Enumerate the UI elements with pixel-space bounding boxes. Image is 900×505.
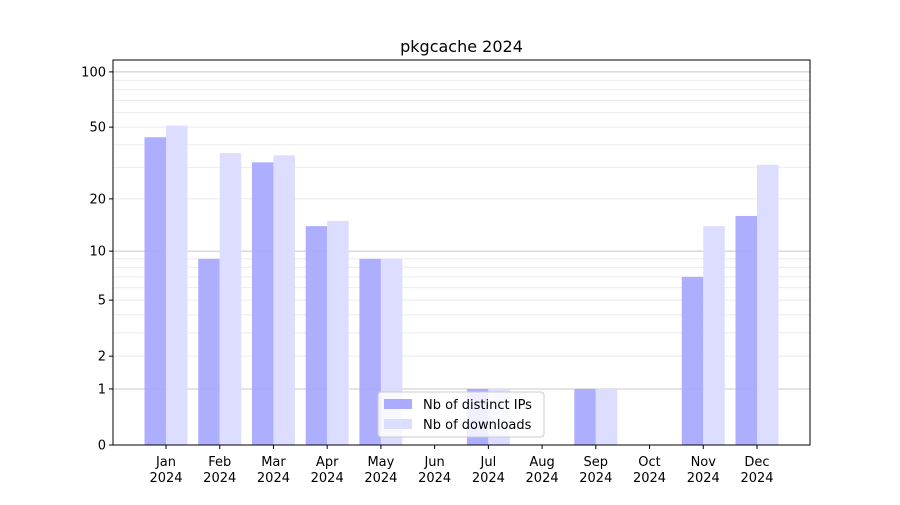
x-tick-label-line: 2024	[687, 471, 720, 486]
x-tick-label: Mar 2024	[257, 455, 290, 486]
x-tick-label: Jun 2024	[418, 455, 451, 486]
x-tick-label-line: 2024	[740, 471, 773, 486]
bar-downloads	[327, 220, 349, 445]
x-tick-label-line: 2024	[633, 471, 666, 486]
legend-swatch	[384, 419, 412, 429]
x-tick-label-line: 2024	[472, 471, 505, 486]
x-tick-label-line: Jun	[423, 455, 444, 470]
bar-downloads	[757, 164, 779, 445]
axes-frame	[112, 59, 811, 446]
y-axis: 0 1 2 5 10 20 50 100	[81, 65, 113, 454]
bar-distinct-ips	[574, 388, 596, 445]
x-tick-label: Jul 2024	[472, 455, 505, 486]
bar-distinct-ips	[305, 226, 328, 445]
x-tick-label: Nov 2024	[687, 455, 720, 486]
x-tick-label: Sep 2024	[579, 455, 612, 486]
bar-distinct-ips	[359, 258, 381, 445]
y-tick-label: 50	[89, 121, 106, 136]
legend-swatch	[384, 399, 412, 409]
bar-distinct-ips	[735, 215, 757, 445]
legend-label: Nb of downloads	[423, 418, 532, 433]
x-tick-label: Oct 2024	[633, 455, 666, 486]
x-tick-label-line: Mar	[261, 455, 286, 470]
bar-distinct-ips	[144, 137, 166, 446]
x-tick-label-line: Jan	[155, 455, 176, 470]
bar-distinct-ips	[251, 162, 274, 445]
x-tick-label: Jan 2024	[149, 455, 182, 486]
x-tick-label-line: Feb	[208, 455, 231, 470]
x-tick-label: May 2024	[364, 455, 397, 486]
x-tick-label-line: Apr	[316, 455, 339, 470]
bar-downloads	[219, 153, 242, 445]
y-tick-label: 0	[98, 439, 106, 454]
x-tick-label-line: 2024	[418, 471, 451, 486]
bar-downloads	[273, 155, 295, 445]
x-tick-label-line: 2024	[257, 471, 290, 486]
x-tick-label: Feb 2024	[203, 455, 236, 486]
y-tick-label: 5	[98, 294, 106, 309]
x-tick-label: Apr 2024	[311, 455, 344, 486]
x-tick-label-line: Jul	[480, 455, 497, 470]
bar-downloads	[166, 125, 188, 446]
x-tick-label: Aug 2024	[526, 455, 559, 486]
legend: Nb of distinct IPs Nb of downloads	[377, 391, 545, 438]
x-tick-label-line: Aug	[529, 455, 554, 470]
y-tick-label: 20	[89, 192, 106, 207]
x-tick-label-line: Dec	[744, 455, 769, 470]
x-tick-label-line: 2024	[526, 471, 559, 486]
bar-downloads	[703, 226, 725, 445]
legend-label: Nb of distinct IPs	[423, 398, 532, 413]
x-tick-label: Dec 2024	[740, 455, 773, 486]
y-tick-label: 2	[98, 350, 106, 365]
x-tick-label-line: 2024	[579, 471, 612, 486]
y-tick-label: 10	[89, 245, 106, 260]
bars	[144, 125, 779, 446]
bar-distinct-ips	[198, 258, 220, 445]
bar-distinct-ips	[681, 276, 704, 445]
x-tick-label-line: 2024	[311, 471, 344, 486]
y-tick-label: 100	[81, 65, 106, 80]
y-tick-label: 1	[98, 382, 106, 397]
x-tick-label-line: 2024	[364, 471, 397, 486]
bar-downloads	[595, 388, 618, 445]
x-tick-label-line: 2024	[149, 471, 182, 486]
x-tick-label-line: 2024	[203, 471, 236, 486]
x-tick-label-line: May	[367, 455, 394, 470]
chart-title: pkgcache 2024	[400, 37, 523, 56]
x-tick-label-line: Oct	[638, 455, 660, 470]
x-tick-label-line: Nov	[691, 455, 717, 470]
x-tick-label-line: Sep	[584, 455, 609, 470]
legend-box	[377, 391, 545, 438]
